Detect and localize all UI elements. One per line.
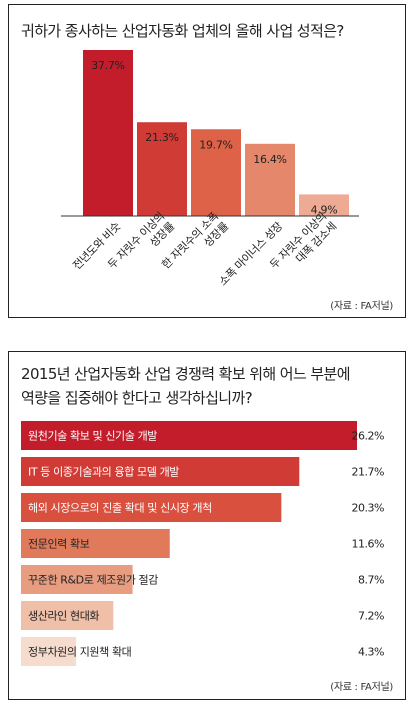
bar-value-label: 37.7% xyxy=(91,59,124,72)
chart-title: 2015년 산업자동화 산업 경쟁력 확보 위해 어느 부분에 역량을 집중해야… xyxy=(21,362,351,410)
bar xyxy=(299,194,349,216)
bar-category-label: 전문인력 확보 xyxy=(28,538,90,551)
bar-category-label: IT 등 이종기술과의 융합 모델 개발 xyxy=(28,466,179,479)
bar xyxy=(137,122,187,216)
bar-value-label: 11.6% xyxy=(352,538,384,551)
bar-value-label: 8.7% xyxy=(358,574,384,587)
bar xyxy=(21,493,282,522)
bar xyxy=(21,421,357,450)
bar xyxy=(21,601,114,630)
chart-title: 귀하가 종사하는 산업자동화 업체의 올해 사업 성적은? xyxy=(21,22,344,40)
source-note: (자료 : FA저널) xyxy=(330,301,393,312)
bar xyxy=(21,529,170,558)
bar xyxy=(245,143,295,216)
bar-category-label: 원천기술 확보 및 신기술 개발 xyxy=(28,429,157,443)
bar xyxy=(21,565,133,594)
bar-value-label: 21.7% xyxy=(352,466,384,479)
source-note: (자료 : FA저널) xyxy=(330,682,393,693)
bar-value-label: 21.3% xyxy=(145,131,178,144)
chart-panel-business-performance: 귀하가 종사하는 산업자동화 업체의 올해 사업 성적은? 37.7% 전년도와 … xyxy=(8,4,406,318)
bar-category-label: 정부차원의 지원책 확대 xyxy=(28,646,131,659)
bar-value-label: 7.2% xyxy=(358,610,384,623)
bar xyxy=(21,457,300,486)
bar-value-label: 4.3% xyxy=(358,646,384,659)
bar-value-label: 4.9% xyxy=(311,203,338,216)
bar-category-label: 생산라인 현대화 xyxy=(28,610,99,623)
bar-value-label: 16.4% xyxy=(253,153,286,166)
chart-panel-competitiveness-focus: 2015년 산업자동화 산업 경쟁력 확보 위해 어느 부분에 역량을 집중해야… xyxy=(8,351,406,700)
bar-value-label: 26.2% xyxy=(352,430,384,443)
bar-category-label: 꾸준한 R&D로 제조원가 절감 xyxy=(28,574,158,587)
bar-value-label: 20.3% xyxy=(352,502,384,515)
chart-title-line-1: 2015년 산업자동화 산업 경쟁력 확보 위해 어느 부분에 xyxy=(21,365,351,383)
bar xyxy=(83,50,133,216)
bar-category-label: 해외 시장으로의 진출 확대 및 신시장 개척 xyxy=(28,501,212,515)
bar-value-label: 19.7% xyxy=(199,138,232,151)
horizontal-bar-chart: 원천기술 확보 및 신기술 개발 26.2% IT 등 이종기술과의 융합 모델 개… xyxy=(21,421,385,666)
bar xyxy=(191,129,241,216)
bar xyxy=(21,637,77,666)
chart-title-line-2: 역량을 집중해야 한다고 생각하십니까? xyxy=(21,389,253,407)
